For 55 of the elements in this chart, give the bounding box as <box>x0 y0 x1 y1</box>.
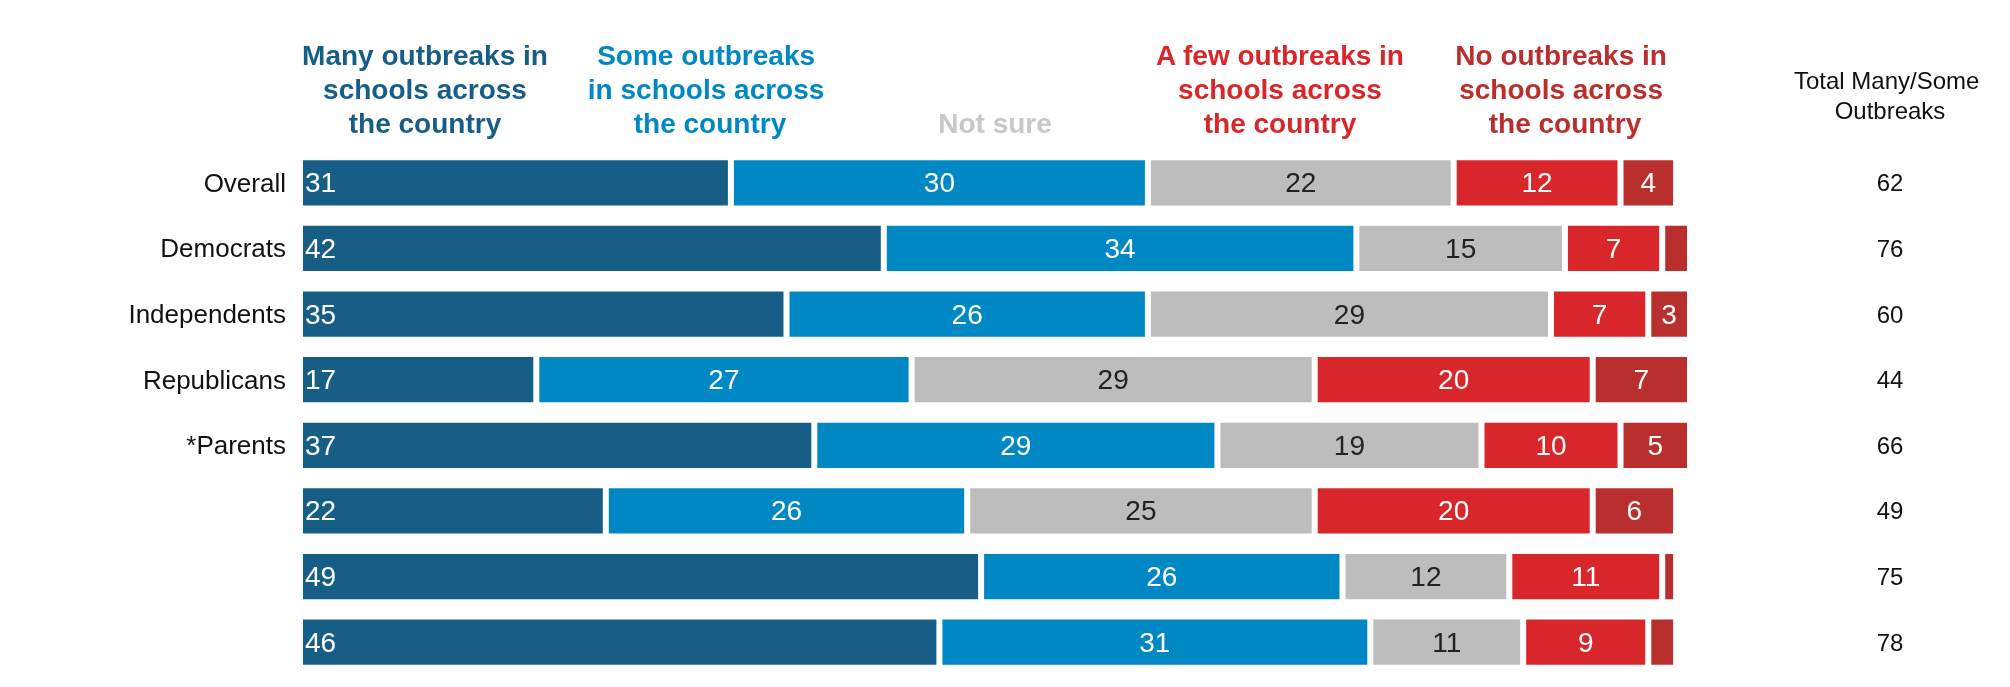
data-label: 20 <box>1438 364 1470 396</box>
data-label: 6 <box>1626 495 1643 527</box>
data-label: 20 <box>1438 495 1470 527</box>
series-label: A few outbreaks in schools across the country <box>1156 39 1404 139</box>
data-label: 31 <box>305 167 337 199</box>
y-tick-label: Democrats <box>160 233 286 264</box>
text: 60 <box>1876 300 1904 328</box>
data-label: 29 <box>1000 429 1032 461</box>
data-label: 34 <box>1104 232 1136 264</box>
text: 66 <box>1876 431 1904 459</box>
text: 62 <box>1876 169 1904 197</box>
data-label: 12 <box>1521 167 1553 199</box>
data-label: 17 <box>305 364 337 396</box>
data-label: 37 <box>305 429 337 461</box>
data-label: 19 <box>1333 429 1366 461</box>
text: 44 <box>1876 366 1904 394</box>
y-tick-label: Independents <box>128 299 286 330</box>
data-label: 26 <box>951 298 983 330</box>
text: 49 <box>1876 497 1904 525</box>
data-label: 42 <box>305 232 337 264</box>
data-label: 3 <box>1661 298 1677 330</box>
data-label: 29 <box>1097 364 1129 396</box>
data-label: 7 <box>1633 364 1650 396</box>
data-label: 31 <box>1139 626 1171 658</box>
data-label: 46 <box>305 626 337 658</box>
data-label: 27 <box>708 364 740 396</box>
data-label: 4 <box>1640 167 1657 199</box>
data-label: 5 <box>1647 429 1664 461</box>
series-label: Some outbreaks in schools across the country <box>587 39 833 139</box>
text: 75 <box>1876 563 1904 591</box>
series-label: No outbreaks in schools across the country <box>1455 39 1675 139</box>
data-label: 29 <box>1333 298 1366 330</box>
y-tick-label: Republicans <box>142 364 286 395</box>
data-label: 11 <box>1571 561 1601 593</box>
data-label: 26 <box>770 495 803 527</box>
data-label: 49 <box>305 561 337 593</box>
data-label: 12 <box>1410 561 1442 593</box>
series-label: Many outbreaks in schools across the country <box>302 39 548 139</box>
data-label: 7 <box>1605 232 1622 264</box>
data-label: 26 <box>1146 561 1178 593</box>
data-label: 9 <box>1577 626 1594 658</box>
y-tick-label: *Parents <box>186 430 286 461</box>
y-tick-label: Overall <box>203 167 286 198</box>
data-label: 22 <box>305 495 337 527</box>
text: 78 <box>1876 628 1904 656</box>
data-label: 30 <box>923 167 955 199</box>
data-label: 10 <box>1535 429 1567 461</box>
data-label: 11 <box>1432 626 1462 658</box>
data-label: 35 <box>305 298 337 330</box>
text: 76 <box>1876 234 1904 262</box>
data-label: 15 <box>1445 232 1477 264</box>
data-label: 25 <box>1125 495 1157 527</box>
text: Total Many/Some Outbreaks <box>1793 66 1987 124</box>
data-label: 22 <box>1285 167 1317 199</box>
data-label: 7 <box>1591 298 1608 330</box>
